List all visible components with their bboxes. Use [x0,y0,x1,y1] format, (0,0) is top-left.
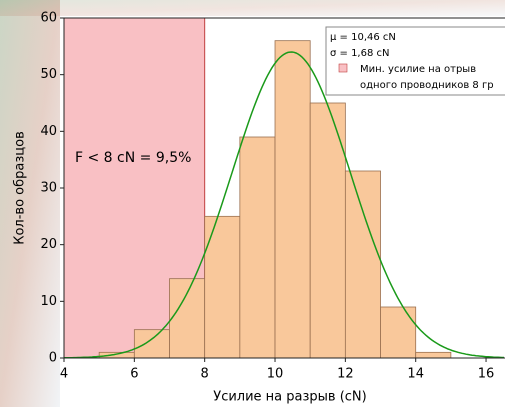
background-photo [0,0,60,407]
y-axis-title: Кол-во образцов [13,131,28,245]
legend-swatch [338,63,348,73]
bar [380,306,417,359]
legend-entry: Мин. усилие на отрыв [360,64,476,75]
y-tick-label: 40 [40,124,57,139]
y-tick-label: 30 [40,181,57,196]
x-axis-title: Усилие на разрыв (cN) [213,390,366,405]
y-tick-label: 60 [40,11,57,26]
region-label: F < 8 cN = 9,5% [75,150,191,166]
bar [239,136,276,359]
bar [133,329,170,359]
x-tick-label: 16 [478,367,495,382]
legend-entry: одного проводников 8 гр [360,80,494,91]
legend-box [325,26,505,96]
legend-sigma: σ = 1,68 cN [330,48,390,59]
bar [274,40,311,359]
x-tick-label: 14 [407,367,424,382]
y-tick-label: 0 [49,351,57,366]
y-tick-label: 20 [40,237,57,252]
y-tick-label: 50 [40,67,57,82]
bar [309,102,346,359]
bar [344,170,381,359]
background-photo [0,0,505,16]
x-tick-label: 10 [267,367,284,382]
bar [98,351,135,359]
fit-curve [64,51,504,359]
x-tick-label: 12 [337,367,354,382]
legend-mu: μ = 10,46 cN [330,32,396,43]
bar [169,278,206,359]
x-tick-label: 6 [130,367,138,382]
x-tick-label: 4 [60,367,68,382]
y-tick-label: 10 [40,294,57,309]
x-tick-label: 8 [201,367,209,382]
bar [415,351,452,359]
